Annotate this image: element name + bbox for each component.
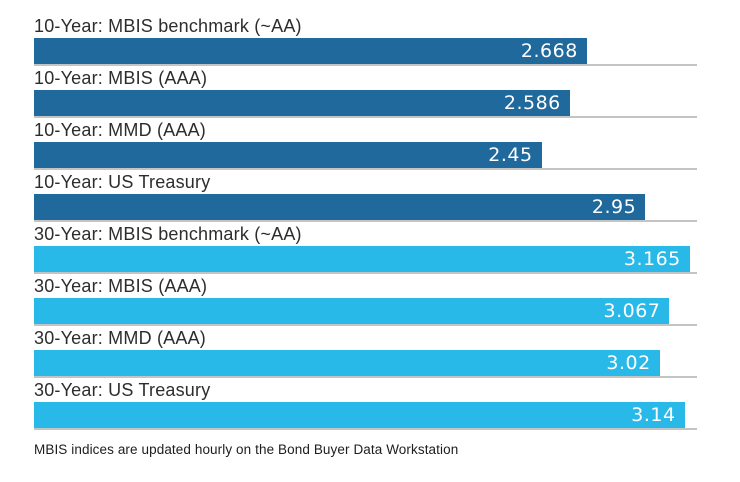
- bar-label: 10-Year: MMD (AAA): [34, 120, 206, 140]
- bar-value-label: 3.14: [631, 404, 676, 426]
- bar: 2.668: [34, 38, 587, 64]
- bar-label: 10-Year: MBIS (AAA): [34, 68, 208, 88]
- bar: 3.14: [34, 402, 685, 428]
- bar-value-label: 3.067: [603, 300, 661, 322]
- chart-row: 30-Year: MBIS (AAA) 3.067: [34, 276, 697, 326]
- bar-track: 2.45: [34, 142, 697, 170]
- chart-row: 10-Year: US Treasury 2.95: [34, 172, 697, 222]
- chart-row: 30-Year: MMD (AAA) 3.02: [34, 328, 697, 378]
- bar-track: 3.14: [34, 402, 697, 430]
- bar: 2.45: [34, 142, 542, 168]
- bar-value-label: 2.586: [503, 92, 561, 114]
- bar-track: 3.067: [34, 298, 697, 326]
- chart-row: 30-Year: MBIS benchmark (~AA) 3.165: [34, 224, 697, 274]
- bar-track: 2.586: [34, 90, 697, 118]
- chart-footnote: MBIS indices are updated hourly on the B…: [34, 442, 459, 457]
- bar-value-label: 2.45: [488, 144, 533, 166]
- bar-label: 30-Year: MBIS benchmark (~AA): [34, 224, 302, 244]
- bar: 2.586: [34, 90, 570, 116]
- bar: 3.067: [34, 298, 670, 324]
- bar-label: 10-Year: US Treasury: [34, 172, 211, 192]
- bar-track: 2.668: [34, 38, 697, 66]
- bar-label: 30-Year: MMD (AAA): [34, 328, 206, 348]
- bar-value-label: 3.165: [623, 248, 681, 270]
- bar-value-label: 3.02: [606, 352, 651, 374]
- bar-value-label: 2.668: [520, 40, 578, 62]
- bar-track: 3.02: [34, 350, 697, 378]
- bar: 3.02: [34, 350, 660, 376]
- bar: 2.95: [34, 194, 646, 220]
- bar-track: 2.95: [34, 194, 697, 222]
- chart-rows: 10-Year: MBIS benchmark (~AA) 2.668 10-Y…: [34, 16, 697, 430]
- chart-row: 10-Year: MBIS benchmark (~AA) 2.668: [34, 16, 697, 66]
- bar-label: 10-Year: MBIS benchmark (~AA): [34, 16, 302, 36]
- chart-row: 30-Year: US Treasury 3.14: [34, 380, 697, 430]
- bar-label: 30-Year: US Treasury: [34, 380, 211, 400]
- bar-value-label: 2.95: [591, 196, 637, 218]
- chart-row: 10-Year: MMD (AAA) 2.45: [34, 120, 697, 170]
- bar-label: 30-Year: MBIS (AAA): [34, 276, 208, 296]
- bar: 3.165: [34, 246, 690, 272]
- bar-track: 3.165: [34, 246, 697, 274]
- chart-row: 10-Year: MBIS (AAA) 2.586: [34, 68, 697, 118]
